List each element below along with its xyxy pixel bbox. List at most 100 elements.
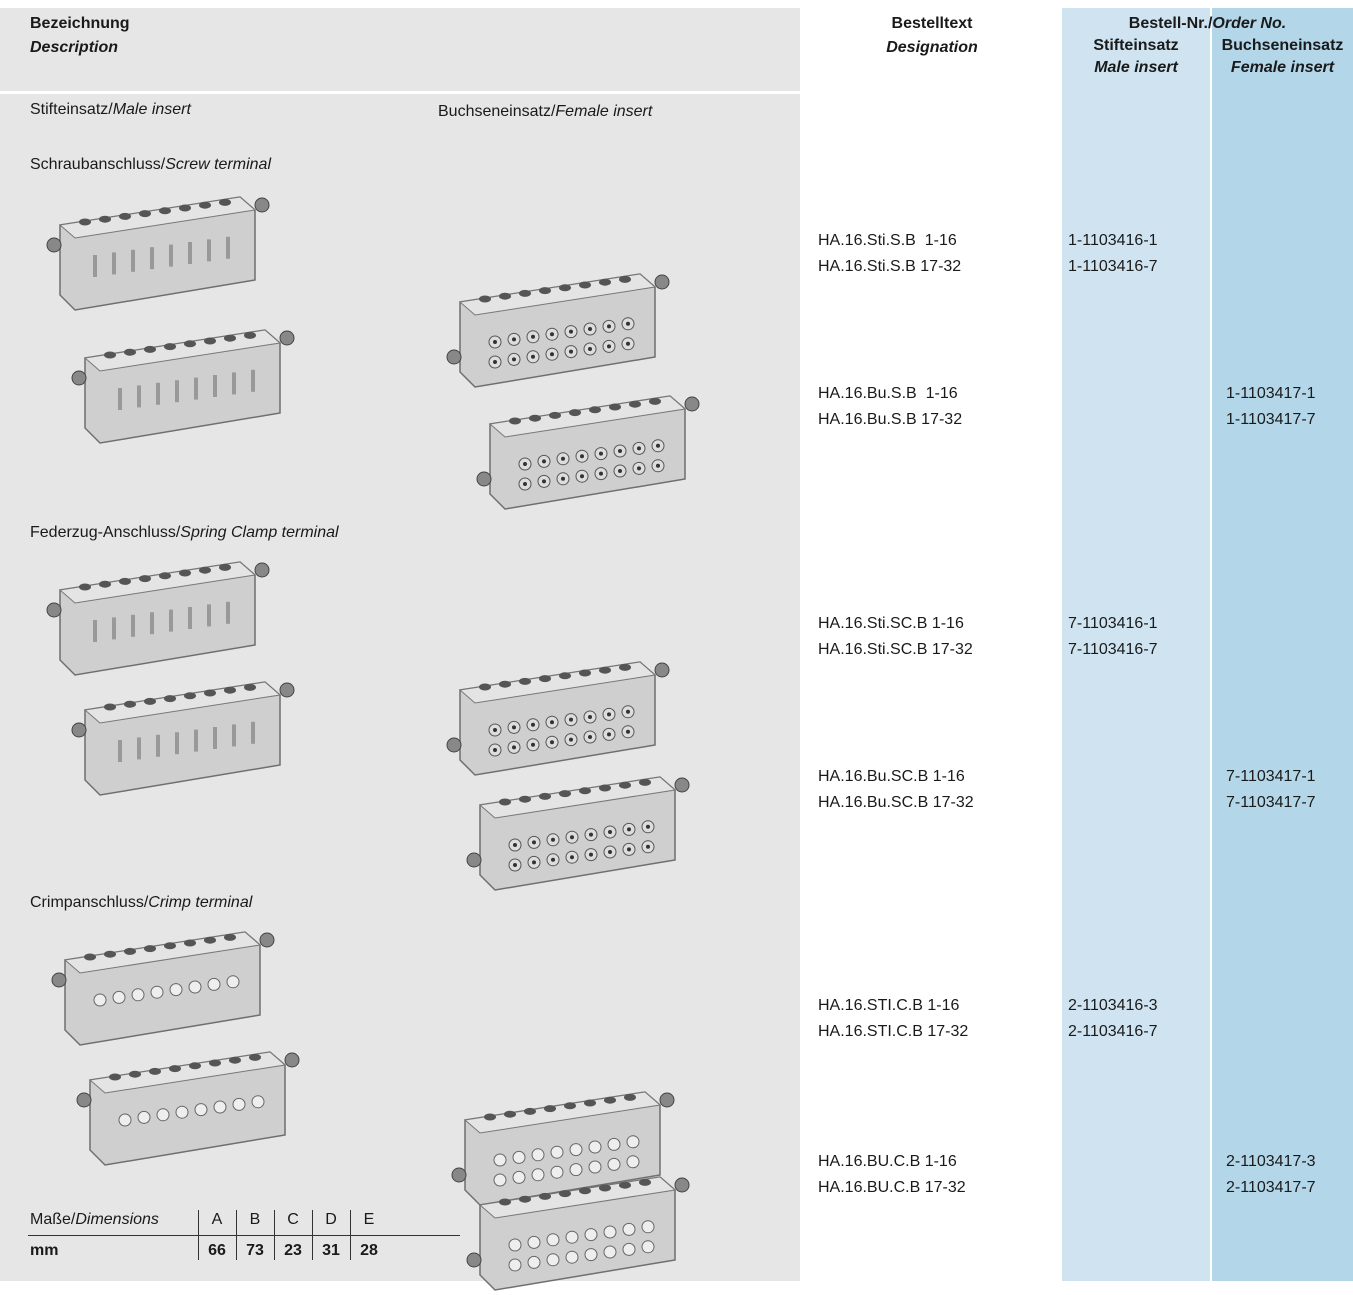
connector-part	[607, 1157, 621, 1171]
connector-part	[607, 324, 611, 329]
connector-image	[451, 1091, 675, 1206]
dimensions-value: 31	[322, 1242, 340, 1259]
connector-part	[254, 562, 270, 578]
connector-part	[104, 950, 116, 958]
connector-part	[618, 469, 622, 473]
connector-part	[588, 327, 592, 331]
connector-part	[451, 1167, 467, 1183]
connector-part	[569, 717, 573, 722]
connector-part	[149, 1067, 161, 1075]
connector-part	[627, 847, 631, 852]
designation: HA.16.Sti.SC.B 1-16	[818, 615, 964, 632]
connector-image	[466, 776, 690, 891]
connector-part	[493, 748, 497, 752]
connector-part	[209, 1059, 221, 1067]
connector-part	[226, 975, 240, 989]
connector-part	[539, 792, 551, 800]
connector-part	[546, 1253, 560, 1267]
connector-part	[622, 1242, 636, 1256]
connector-part	[213, 1100, 227, 1114]
connector-part	[550, 1145, 564, 1159]
label-de: Stifteinsatz/	[30, 101, 113, 118]
section-title-en: Spring Clamp terminal	[180, 524, 339, 541]
connector-part	[674, 1177, 690, 1193]
connector-part	[493, 1173, 507, 1187]
designation: HA.16.Sti.S.B 17-32	[818, 258, 962, 275]
connector-part	[580, 474, 584, 479]
female-order-no: 2-1103417-3	[1226, 1153, 1316, 1170]
connector-part	[512, 357, 516, 362]
connector-part	[279, 330, 295, 346]
connector-part	[599, 278, 611, 286]
connector-part	[119, 577, 131, 585]
connector-part	[169, 983, 183, 997]
connector-part	[546, 1233, 560, 1247]
connector-image	[466, 1176, 690, 1291]
section-title-de: Federzug-Anschluss/	[30, 524, 181, 541]
connector-part	[244, 683, 256, 691]
connector-part	[519, 795, 531, 803]
connector-part	[599, 451, 603, 456]
connector-part	[99, 580, 111, 588]
connector-part	[559, 1190, 571, 1198]
connector-part	[584, 1248, 598, 1262]
connector-part	[204, 936, 216, 944]
connector-part	[219, 563, 231, 571]
connector-part	[119, 212, 131, 220]
connector-part	[519, 1195, 531, 1203]
connector-part	[513, 863, 517, 867]
connector-part	[532, 860, 536, 865]
connector-part	[76, 1092, 92, 1108]
connector-part	[124, 947, 136, 955]
connector-part	[224, 334, 236, 342]
dimensions-label: Maße/Dimensions	[30, 1209, 159, 1231]
connector-part	[112, 617, 116, 640]
connector-part	[579, 669, 591, 677]
connector-part	[150, 985, 164, 999]
connector-part	[674, 777, 690, 793]
connector-part	[519, 677, 531, 685]
connector-part	[159, 572, 171, 580]
connector-image	[46, 196, 270, 311]
connector-part	[569, 349, 573, 354]
connector-part	[619, 1181, 631, 1189]
connector-part	[519, 289, 531, 297]
connector-part	[542, 459, 546, 464]
connector-part	[579, 1187, 591, 1195]
label-en: Female insert	[555, 103, 653, 120]
connector-part	[112, 252, 116, 275]
connector-part	[104, 351, 116, 359]
connector-part	[629, 400, 641, 408]
connector-part	[619, 781, 631, 789]
connector-part	[584, 1228, 598, 1242]
connector-part	[156, 382, 160, 405]
header-order-no: Bestell-Nr./Order No.	[1062, 13, 1353, 35]
connector-part	[531, 1168, 545, 1182]
connector-part	[504, 1110, 516, 1118]
female-insert-label: Buchseneinsatz/Female insert	[438, 101, 652, 123]
connector-part	[513, 843, 517, 847]
connector-part	[118, 740, 122, 762]
connector-part	[654, 662, 670, 678]
connector-part	[194, 377, 198, 400]
connector-part	[164, 695, 176, 703]
connector-part	[169, 244, 173, 267]
female-order-no: 7-1103417-7	[1226, 794, 1316, 811]
connector-part	[493, 360, 497, 364]
header-separator	[0, 91, 800, 94]
connector-part	[659, 1092, 675, 1108]
designation: HA.16.Sti.SC.B 17-32	[818, 641, 973, 658]
connector-image	[76, 1051, 300, 1166]
connector-part	[137, 1110, 151, 1124]
connector-part	[93, 993, 107, 1007]
connector-part	[156, 1108, 170, 1122]
connector-part	[531, 1148, 545, 1162]
connector-part	[599, 1184, 611, 1192]
order-no-de: Bestell-Nr./	[1128, 15, 1213, 32]
connector-part	[539, 287, 551, 295]
connector-part	[579, 281, 591, 289]
connector-part	[144, 345, 156, 353]
connector-part	[550, 740, 554, 745]
connector-part	[493, 340, 497, 344]
header-female-de: Buchseneinsatz	[1221, 37, 1344, 54]
